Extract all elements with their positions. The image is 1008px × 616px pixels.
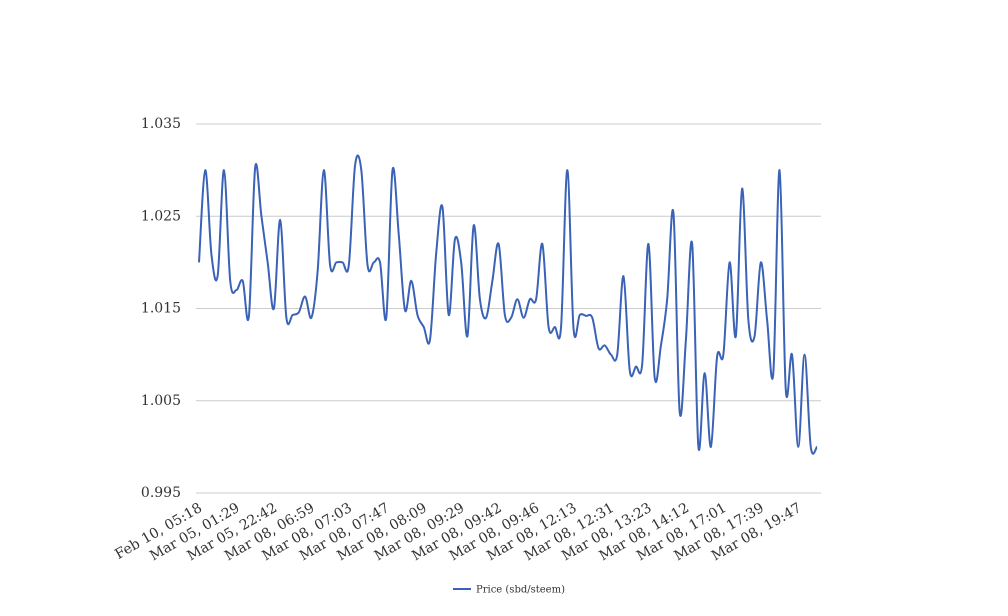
y-tick-label: 1.035 xyxy=(141,116,181,132)
line xyxy=(198,154,818,455)
y-tick-label: 1.005 xyxy=(141,393,181,409)
y-tick-label: 1.015 xyxy=(141,301,181,317)
legend-label: Price (sbd/steem) xyxy=(476,585,565,596)
y-tick-label: 0.995 xyxy=(141,485,181,501)
y-tick-label: 1.025 xyxy=(141,208,181,224)
